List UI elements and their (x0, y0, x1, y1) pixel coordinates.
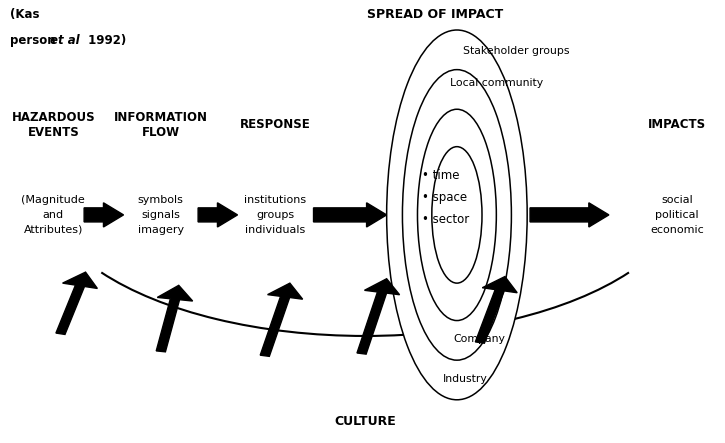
Text: (Magnitude
and
Attributes): (Magnitude and Attributes) (22, 195, 85, 235)
Text: et al: et al (51, 35, 80, 47)
Polygon shape (156, 285, 193, 352)
Ellipse shape (432, 147, 482, 283)
Text: CULTURE: CULTURE (334, 415, 396, 428)
Polygon shape (56, 272, 97, 334)
Text: • time
• space
• sector: • time • space • sector (423, 169, 470, 226)
Polygon shape (357, 279, 399, 354)
Polygon shape (84, 203, 123, 227)
Polygon shape (260, 283, 302, 356)
Polygon shape (530, 203, 609, 227)
Text: Local community: Local community (450, 78, 543, 88)
Polygon shape (476, 276, 517, 343)
Text: institutions
groups
individuals: institutions groups individuals (244, 195, 307, 235)
Ellipse shape (418, 109, 497, 321)
Polygon shape (313, 203, 386, 227)
Text: Stakeholder groups: Stakeholder groups (463, 46, 569, 56)
Text: Industry: Industry (442, 373, 487, 384)
Text: Company: Company (453, 334, 505, 344)
Text: person: person (10, 35, 60, 47)
Text: (Kas: (Kas (10, 8, 40, 21)
Text: HAZARDOUS
EVENTS: HAZARDOUS EVENTS (12, 111, 95, 139)
Text: social
political
economic: social political economic (650, 195, 704, 235)
Text: RESPONSE: RESPONSE (240, 118, 311, 131)
Text: INFORMATION
FLOW: INFORMATION FLOW (114, 111, 208, 139)
Text: IMPACTS: IMPACTS (648, 118, 706, 131)
Text: SPREAD OF IMPACT: SPREAD OF IMPACT (368, 8, 504, 21)
Text: symbols
signals
imagery: symbols signals imagery (138, 195, 184, 235)
Polygon shape (198, 203, 238, 227)
Text: 1992): 1992) (84, 35, 126, 47)
Ellipse shape (386, 30, 527, 400)
Ellipse shape (402, 70, 511, 360)
